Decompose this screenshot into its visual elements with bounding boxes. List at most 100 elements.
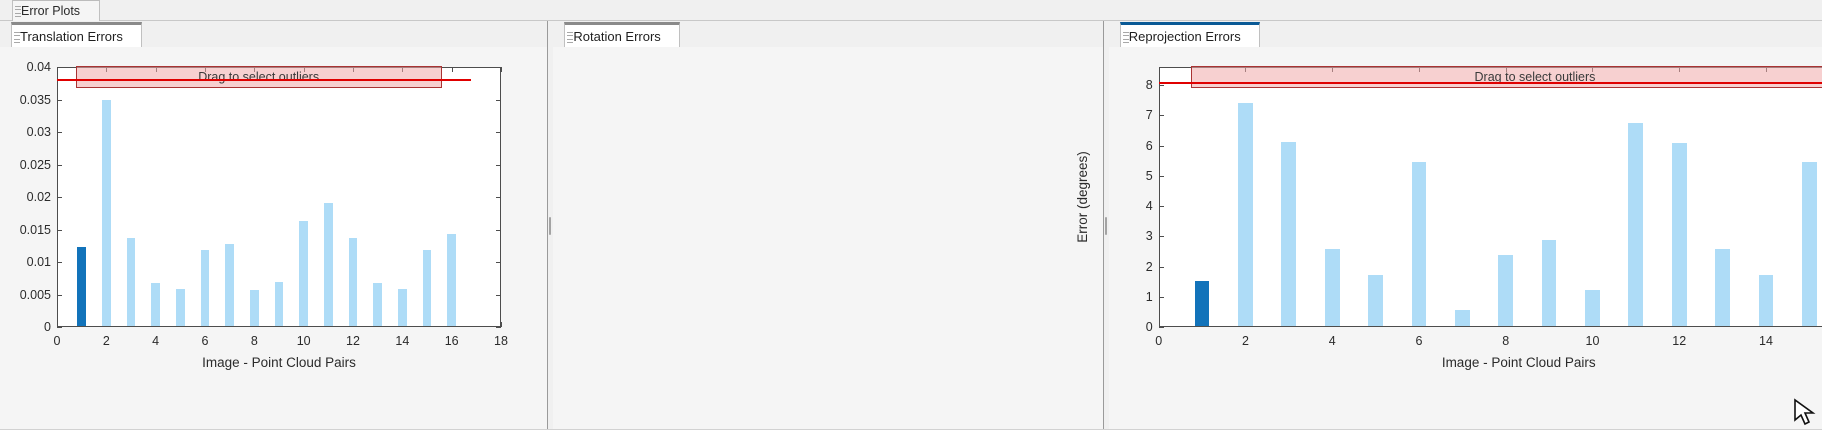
y-axis-tick-label: 1: [1145, 289, 1153, 304]
x-axis-label: Image - Point Cloud Pairs: [202, 355, 356, 370]
y-axis-tick-label: 0.015: [19, 222, 51, 237]
tab-translation-errors[interactable]: Translation Errors: [11, 22, 142, 47]
drag-grip-icon[interactable]: [567, 32, 574, 43]
drag-grip-icon[interactable]: [1122, 32, 1129, 43]
y-axis-tick-mark: [57, 132, 62, 133]
x-axis-tick-label: 14: [395, 334, 410, 348]
tab-label: Rotation Errors: [573, 28, 661, 44]
x-axis-tick-mark: [57, 67, 58, 72]
x-axis-tick-mark: [451, 67, 453, 72]
y-axis-tick-mark: [1158, 236, 1164, 238]
document-tab-strip: Error Plots: [0, 0, 1822, 21]
plot-area: [1160, 68, 1822, 326]
y-axis-tick-mark: [496, 99, 501, 101]
bar[interactable]: [299, 221, 308, 326]
bar[interactable]: [1801, 161, 1817, 326]
bar[interactable]: [1758, 274, 1774, 326]
y-axis-tick-mark: [57, 99, 62, 101]
y-axis-tick-mark: [57, 197, 62, 198]
y-axis-tick-mark: [1158, 175, 1164, 177]
y-axis-tick-mark: [1158, 145, 1164, 147]
bar[interactable]: [126, 238, 136, 326]
x-axis-tick-label: 12: [346, 334, 360, 348]
bar[interactable]: [1454, 310, 1470, 326]
panel-tab-row-2: Rotation Errors: [553, 21, 1103, 48]
y-axis-tick-label: 0.01: [26, 255, 51, 269]
y-axis-tick-mark: [496, 229, 501, 231]
bar[interactable]: [1194, 280, 1210, 326]
x-axis-tick-mark: [501, 322, 502, 327]
y-axis-tick-label: 0.04: [26, 60, 51, 74]
x-axis-tick-mark: [501, 67, 502, 72]
bar[interactable]: [274, 282, 284, 326]
bar[interactable]: [1628, 122, 1644, 326]
axes-box: [1158, 67, 1822, 327]
bar[interactable]: [1498, 254, 1514, 326]
figure-translation-errors: 0 0.005 0.01 0.015 0.02 0.025 0.03 0.035 0.04 0 2 4…: [0, 47, 548, 430]
bar[interactable]: [373, 283, 382, 326]
x-axis-tick-label: 10: [296, 334, 311, 348]
bar[interactable]: [1671, 142, 1687, 326]
outlier-threshold-line[interactable]: [57, 78, 471, 81]
bar[interactable]: [324, 203, 333, 326]
bar[interactable]: [1368, 274, 1383, 326]
x-axis-tick-mark: [1158, 67, 1160, 72]
y-axis-tick-mark: [57, 164, 62, 166]
tab-rotation-errors[interactable]: Rotation Errors: [564, 22, 680, 47]
drag-grip-icon[interactable]: [15, 6, 21, 17]
bar[interactable]: [1281, 141, 1297, 326]
bar[interactable]: [348, 238, 358, 326]
bar[interactable]: [1324, 248, 1340, 326]
outlier-range-slider[interactable]: Drag to select outliers: [1191, 66, 1822, 88]
tab-reprojection-errors[interactable]: Reprojection Errors: [1119, 22, 1260, 47]
x-axis-tick-label: 4: [152, 334, 160, 348]
bar[interactable]: [151, 283, 160, 326]
y-axis-tick-label: 0.005: [19, 287, 51, 302]
y-axis-tick-mark: [496, 197, 501, 198]
x-axis-tick-label: 0: [53, 334, 61, 348]
panel-splitter-2[interactable]: [1102, 21, 1109, 430]
x-axis-tick-label: 8: [250, 334, 258, 348]
bar[interactable]: [250, 289, 259, 326]
y-axis-tick-mark: [57, 229, 62, 231]
x-axis-tick-label: 2: [1241, 334, 1249, 348]
bar[interactable]: [1541, 239, 1557, 326]
x-axis-tick-label: 2: [102, 334, 110, 348]
bar[interactable]: [1715, 249, 1730, 326]
panel-splitter-1[interactable]: [547, 21, 554, 430]
y-axis-tick-label: 7: [1145, 108, 1153, 123]
y-axis-tick-label: 0: [44, 320, 51, 334]
bar[interactable]: [1238, 102, 1253, 326]
bar[interactable]: [102, 100, 111, 326]
figure-reprojection-errors: 0 1 2 3 4 5 6 7 8 0 2 4 6 8 10 12 14 Drag to select outli…: [1108, 47, 1822, 430]
y-axis-tick-mark: [496, 262, 501, 263]
y-axis-tick-mark: [57, 262, 62, 263]
bar[interactable]: [176, 288, 185, 326]
x-axis-tick-mark: [57, 322, 58, 327]
y-axis-tick-mark: [1158, 327, 1164, 328]
y-axis-tick-mark: [57, 294, 62, 296]
bar[interactable]: [225, 244, 234, 326]
panel-rotation-errors: Rotation Errors 00.511.522.533.502468101…: [553, 21, 1103, 430]
y-axis-tick-label: 0.03: [26, 125, 51, 139]
bar[interactable]: [447, 234, 456, 326]
bar[interactable]: [77, 247, 86, 326]
bar[interactable]: [398, 288, 407, 326]
panel-tab-row-1: Translation Errors: [0, 21, 548, 48]
y-axis-tick-label: 0.025: [19, 157, 51, 172]
bar[interactable]: [422, 249, 432, 326]
y-axis-tick-label: 4: [1145, 199, 1153, 214]
outlier-range-slider[interactable]: Drag to select outliers: [75, 66, 442, 88]
outlier-threshold-line[interactable]: [1158, 82, 1822, 85]
plot-area: [58, 68, 500, 326]
bar[interactable]: [1585, 289, 1600, 326]
bar[interactable]: [200, 249, 210, 326]
drag-grip-icon[interactable]: [14, 32, 20, 43]
document-tab-error-plots[interactable]: Error Plots: [12, 0, 100, 21]
y-axis-tick-label: 6: [1145, 138, 1153, 153]
bar[interactable]: [1411, 161, 1427, 326]
y-axis-tick-mark: [1158, 206, 1164, 208]
x-axis-tick-label: 6: [201, 334, 209, 348]
y-axis-label: Error (degrees): [1075, 151, 1091, 243]
y-axis-tick-label: 3: [1145, 229, 1153, 244]
